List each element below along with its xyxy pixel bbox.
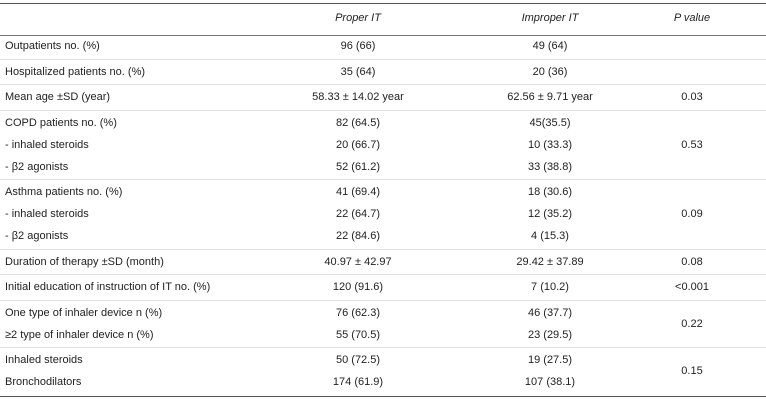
row-label: COPD patients no. (%) xyxy=(5,116,117,129)
row-label: Hospitalized patients no. (%) xyxy=(5,65,146,78)
cell: 55 (70.5) xyxy=(335,328,381,341)
p-value: 0.03 xyxy=(681,91,703,103)
row-label: Bronchodilators xyxy=(5,376,82,388)
group-separator xyxy=(0,59,766,60)
p-value: 0.08 xyxy=(681,255,703,268)
cell: 12 (35.2) xyxy=(527,208,573,220)
row-label: Duration of therapy ±SD (month) xyxy=(5,255,164,268)
group-separator xyxy=(0,249,766,250)
cell: 46 (37.7) xyxy=(527,306,573,319)
cell: 40.97 ± 42.97 xyxy=(324,255,392,268)
top-rule xyxy=(0,3,766,4)
cell: 41 (69.4) xyxy=(335,186,381,198)
cell: 96 (66) xyxy=(340,40,376,52)
p-value: 0.22 xyxy=(681,317,703,330)
column-header: Improper IT xyxy=(521,12,579,24)
group-separator xyxy=(0,347,766,348)
row-label: Outpatients no. (%) xyxy=(5,40,100,52)
row-label: - inhaled steroids xyxy=(5,208,89,220)
cell: 23 (29.5) xyxy=(527,328,573,341)
row-label: Initial education of instruction of IT n… xyxy=(5,281,211,293)
cell: 7 (10.2) xyxy=(531,281,569,293)
cell: 50 (72.5) xyxy=(335,354,381,366)
cell: 18 (30.6) xyxy=(527,186,573,198)
cell: 76 (62.3) xyxy=(335,306,381,319)
p-value: 0.15 xyxy=(681,365,703,377)
cell: 29.42 ± 37.89 xyxy=(516,255,584,268)
cell: 82 (64.5) xyxy=(335,116,381,129)
cell: 20 (36) xyxy=(532,65,568,78)
cell: 45(35.5) xyxy=(529,116,571,129)
row-label: Inhaled steroids xyxy=(5,354,83,366)
bottom-rule xyxy=(0,396,766,397)
row-label: - β2 agonists xyxy=(5,230,69,242)
row-label: ≥2 type of inhaler device n (%) xyxy=(5,328,154,341)
cell: 52 (61.2) xyxy=(335,160,381,173)
cell: 35 (64) xyxy=(340,65,376,78)
column-header: Proper IT xyxy=(335,12,381,24)
cell: 22 (64.7) xyxy=(335,208,381,220)
p-value: 0.53 xyxy=(681,138,703,151)
group-separator xyxy=(0,179,766,180)
row-label: - β2 agonists xyxy=(5,160,69,173)
column-header: P value xyxy=(673,12,711,24)
cell: 4 (15.3) xyxy=(531,230,569,242)
cell: 58.33 ± 14.02 year xyxy=(312,91,404,103)
row-label: One type of inhaler device n (%) xyxy=(5,306,163,319)
group-separator xyxy=(0,300,766,301)
group-separator xyxy=(0,110,766,111)
cell: 49 (64) xyxy=(532,40,568,52)
cell: 107 (38.1) xyxy=(524,376,576,388)
cell: 19 (27.5) xyxy=(527,354,573,366)
cell: 62.56 ± 9.71 year xyxy=(507,91,593,103)
cell: 174 (61.9) xyxy=(332,376,384,388)
row-label: Mean age ±SD (year) xyxy=(5,91,111,103)
cell: 10 (33.3) xyxy=(527,138,573,151)
p-value: <0.001 xyxy=(675,281,709,293)
group-separator xyxy=(0,274,766,275)
cell: 120 (91.6) xyxy=(332,281,384,293)
p-value: 0.09 xyxy=(681,208,703,220)
row-label: Asthma patients no. (%) xyxy=(5,186,123,198)
cell: 33 (38.8) xyxy=(527,160,573,173)
header-rule xyxy=(0,35,766,36)
cell: 20 (66.7) xyxy=(335,138,381,151)
cell: 22 (84.6) xyxy=(335,230,381,242)
row-label: - inhaled steroids xyxy=(5,138,89,151)
group-separator xyxy=(0,84,766,85)
